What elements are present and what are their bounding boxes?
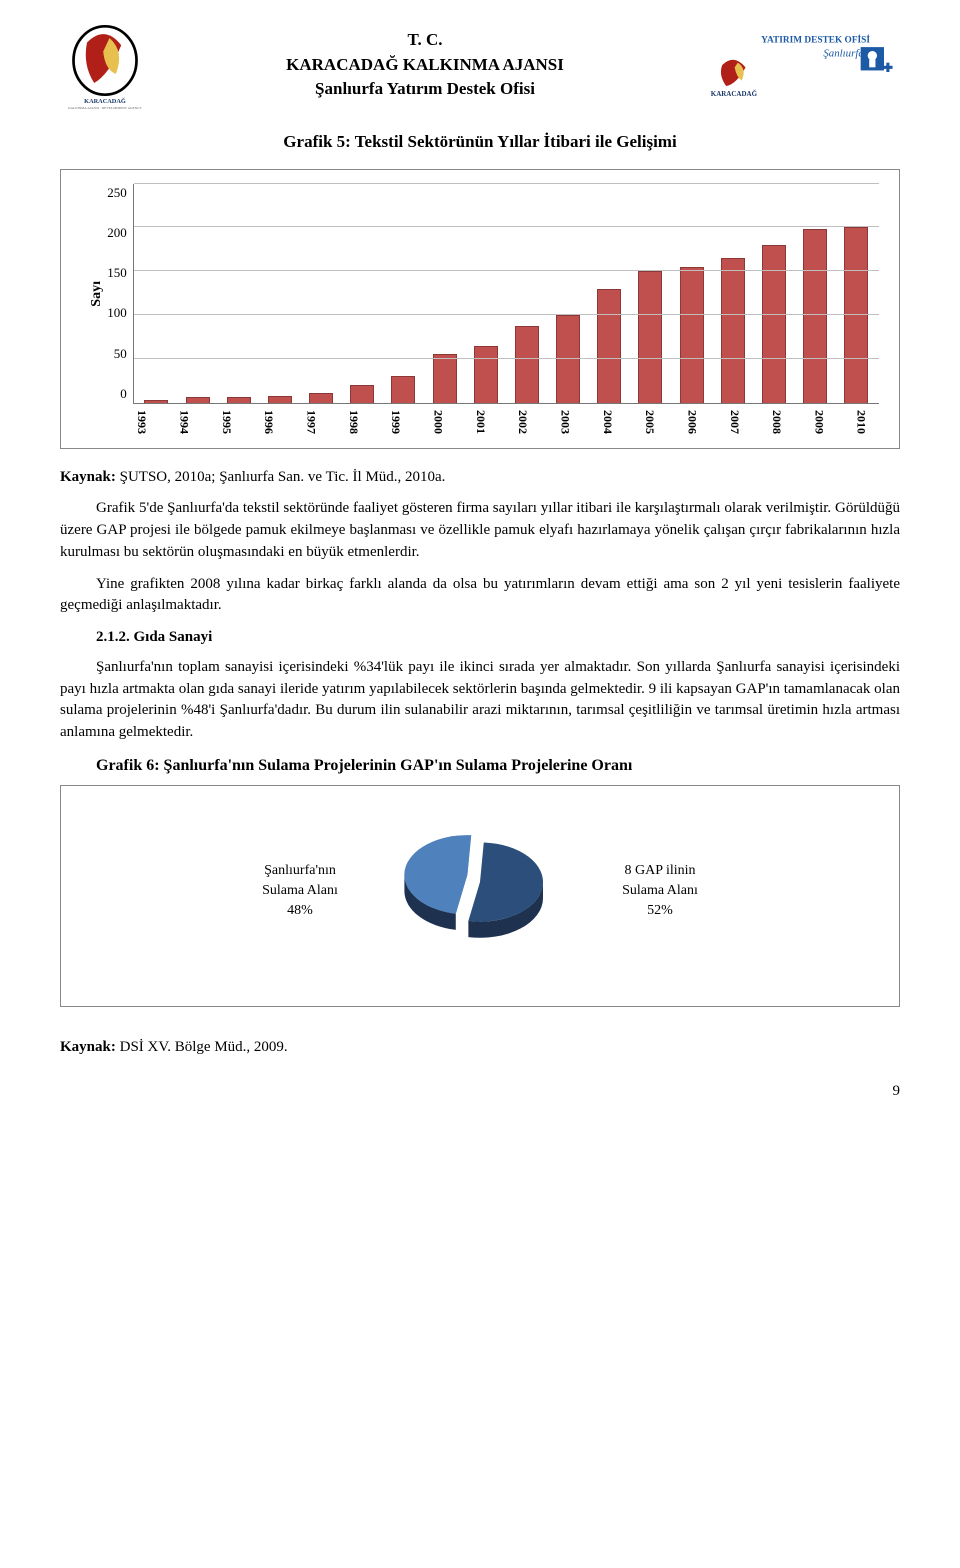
x-label-2004: 2004 xyxy=(592,410,616,434)
bar-chart-x-labels: 1993 1994 1995 1996 1997 1998 1999 2000 2001 2002… xyxy=(117,410,879,434)
bar-chart-plot-area xyxy=(133,184,879,404)
header-title: T. C. KARACADAĞ KALKINMA AJANSI Şanlıurf… xyxy=(286,28,564,102)
header-line1: T. C. xyxy=(286,28,564,53)
bar-1997 xyxy=(309,393,333,403)
document-header: KARACADAĞ KALKINMA AJANSI · DEVELOPMENT … xyxy=(60,20,900,110)
pie-slice-label-right: 8 GAP ilininSulama Alanı52% xyxy=(600,861,720,922)
bar-chart-y-label: Sayı xyxy=(81,281,107,307)
bar-2006 xyxy=(680,267,704,403)
bar-2005 xyxy=(638,271,662,402)
x-label-2002: 2002 xyxy=(507,410,531,434)
pie-chart-source: Kaynak: DSİ XV. Bölge Müd., 2009. xyxy=(60,1037,900,1059)
svg-text:KARACADAĞ: KARACADAĞ xyxy=(84,97,126,105)
yatirim-destek-logo-right: YATIRIM DESTEK OFİSİ Şanlıurfa KARACADAĞ xyxy=(700,30,900,100)
x-label-2005: 2005 xyxy=(634,410,658,434)
paragraph-1: Grafik 5'de Şanlıurfa'da tekstil sektörü… xyxy=(60,498,900,563)
pie-slice-label-left: Şanlıurfa'nınSulama Alanı48% xyxy=(240,861,360,922)
bar-2009 xyxy=(803,229,827,402)
bar-2007 xyxy=(721,258,745,403)
karacadag-logo-left: KARACADAĞ KALKINMA AJANSI · DEVELOPMENT … xyxy=(60,20,150,110)
x-label-2003: 2003 xyxy=(549,410,573,434)
x-label-2007: 2007 xyxy=(719,410,743,434)
x-label-1995: 1995 xyxy=(211,410,235,434)
x-label-2009: 2009 xyxy=(803,410,827,434)
bar-2010 xyxy=(844,227,868,402)
x-label-1997: 1997 xyxy=(295,410,319,434)
page-number: 9 xyxy=(60,1081,900,1103)
bar-1995 xyxy=(227,397,251,403)
x-label-1999: 1999 xyxy=(380,410,404,434)
bar-chart-source: Kaynak: ŞUTSO, 2010a; Şanlıurfa San. ve … xyxy=(60,467,900,489)
bar-2000 xyxy=(433,354,457,402)
logo-right-line1: YATIRIM DESTEK OFİSİ xyxy=(761,33,870,45)
bar-1994 xyxy=(186,397,210,403)
paragraph-3: Şanlıurfa'nın toplam sanayisi içerisinde… xyxy=(60,657,900,744)
svg-text:KALKINMA AJANSI · DEVELOPMENT: KALKINMA AJANSI · DEVELOPMENT AGENCY xyxy=(68,106,142,110)
logo-right-brand: KARACADAĞ xyxy=(711,90,758,98)
bar-chart-source-text: ŞUTSO, 2010a; Şanlıurfa San. ve Tic. İl … xyxy=(120,469,446,485)
bar-2003 xyxy=(556,315,580,403)
pie-chart-source-text: DSİ XV. Bölge Müd., 2009. xyxy=(120,1039,288,1055)
x-label-1996: 1996 xyxy=(253,410,277,434)
bar-2002 xyxy=(515,326,539,403)
x-label-2010: 2010 xyxy=(846,410,870,434)
header-line2: KARACADAĞ KALKINMA AJANSI xyxy=(286,53,564,78)
x-label-1993: 1993 xyxy=(126,410,150,434)
pie-chart xyxy=(390,826,570,956)
bar-2008 xyxy=(762,245,786,403)
pie-chart-title: Grafik 6: Şanlıurfa'nın Sulama Projeleri… xyxy=(96,754,900,777)
bar-1998 xyxy=(350,385,374,403)
bar-chart-container: Sayı 250200150100500 1993199419951996199… xyxy=(60,169,900,449)
pie-chart-container: Şanlıurfa'nınSulama Alanı48% 8 GAP ilini… xyxy=(60,785,900,1007)
x-label-2001: 2001 xyxy=(465,410,489,434)
bar-1993 xyxy=(144,400,168,403)
x-label-2008: 2008 xyxy=(761,410,785,434)
logo-right-line2: Şanlıurfa xyxy=(823,47,864,59)
bar-2004 xyxy=(597,289,621,403)
bar-chart-title: Grafik 5: Tekstil Sektörünün Yıllar İtib… xyxy=(60,130,900,155)
x-label-2000: 2000 xyxy=(422,410,446,434)
subheading-gida-sanayi: 2.1.2. Gıda Sanayi xyxy=(96,627,900,649)
bar-1996 xyxy=(268,396,292,403)
paragraph-2: Yine grafikten 2008 yılına kadar birkaç … xyxy=(60,574,900,618)
bar-chart-bars xyxy=(134,184,879,403)
bar-1999 xyxy=(391,376,415,402)
header-line3: Şanlıurfa Yatırım Destek Ofisi xyxy=(286,77,564,102)
x-label-1998: 1998 xyxy=(338,410,362,434)
bar-chart-y-ticks: 250200150100500 xyxy=(107,184,133,404)
x-label-1994: 1994 xyxy=(168,410,192,434)
x-label-2006: 2006 xyxy=(676,410,700,434)
bar-2001 xyxy=(474,346,498,403)
